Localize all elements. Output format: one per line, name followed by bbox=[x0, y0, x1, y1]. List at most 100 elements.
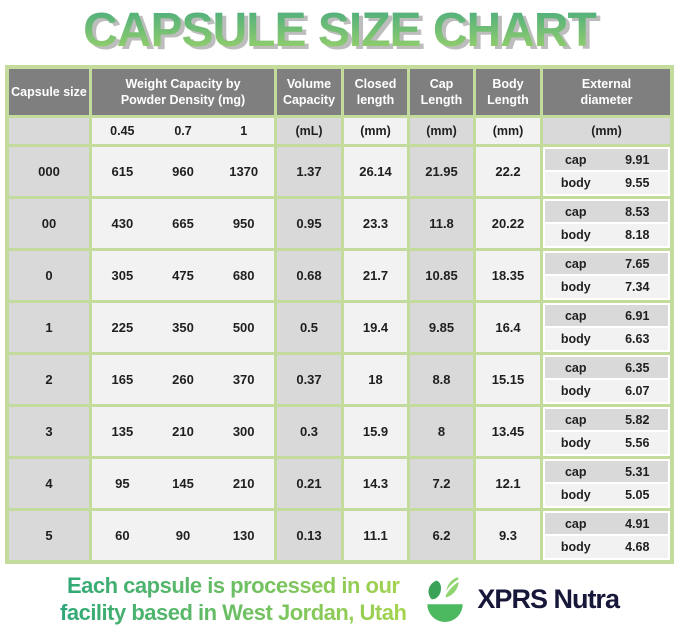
cell-volume-capacity: 1.37 bbox=[277, 146, 341, 196]
table-row: 5 60 90 130 0.13 11.1 6.2 9.3 cap 4.91 b… bbox=[9, 510, 670, 560]
external-cap-subrow: cap 8.53 bbox=[545, 200, 668, 223]
cell-volume-capacity: 0.3 bbox=[277, 406, 341, 456]
tagline-line1: Each capsule is processed in our bbox=[66, 573, 400, 599]
cap-label: cap bbox=[564, 204, 587, 219]
cell-weight-capacities: 615 960 1370 bbox=[92, 146, 274, 196]
header-body-length: Body Length bbox=[476, 68, 540, 115]
weight-at-1: 370 bbox=[232, 371, 255, 387]
cap-label: cap bbox=[564, 152, 587, 167]
density-045: 0.45 bbox=[110, 123, 135, 138]
table-row: 00 430 665 950 0.95 23.3 11.8 20.22 cap … bbox=[9, 198, 670, 248]
body-label: body bbox=[560, 384, 591, 398]
weight-at-07: 210 bbox=[172, 423, 194, 439]
unit-body-length: (mm) bbox=[476, 117, 540, 144]
body-label: body bbox=[560, 280, 591, 294]
external-body-subrow: body 9.55 bbox=[545, 172, 668, 194]
body-diameter-value: 8.18 bbox=[625, 228, 650, 242]
cell-cap-length: 8 bbox=[410, 406, 473, 456]
body-diameter-value: 5.05 bbox=[625, 488, 650, 502]
cell-external-diameter: cap 8.53 body 8.18 bbox=[543, 198, 670, 248]
cell-closed-length: 11.1 bbox=[344, 510, 407, 560]
unit-volume: (mL) bbox=[277, 117, 341, 144]
header-external-diameter: External diameter bbox=[543, 68, 670, 115]
cell-closed-length: 26.14 bbox=[344, 146, 407, 196]
cap-diameter-value: 8.53 bbox=[625, 204, 650, 219]
cell-weight-capacities: 60 90 130 bbox=[92, 510, 274, 560]
weight-at-1: 680 bbox=[232, 267, 255, 283]
cell-external-diameter: cap 7.65 body 7.34 bbox=[543, 250, 670, 300]
leaf-bowl-logo-icon bbox=[427, 576, 464, 622]
body-label: body bbox=[560, 228, 591, 242]
cell-cap-length: 7.2 bbox=[410, 458, 473, 508]
body-diameter-value: 6.63 bbox=[625, 332, 650, 346]
footer-tagline: Each capsule is processed in our facilit… bbox=[60, 573, 406, 626]
cell-volume-capacity: 0.68 bbox=[277, 250, 341, 300]
cell-volume-capacity: 0.37 bbox=[277, 354, 341, 404]
external-body-subrow: body 4.68 bbox=[545, 536, 668, 558]
cap-label: cap bbox=[564, 308, 587, 323]
unit-cap-length: (mm) bbox=[410, 117, 473, 144]
header-volume-capacity: Volume Capacity bbox=[277, 68, 341, 115]
cell-capsule-size: 4 bbox=[9, 458, 89, 508]
body-diameter-value: 5.56 bbox=[625, 436, 650, 450]
cell-capsule-size: 3 bbox=[9, 406, 89, 456]
weight-at-07: 90 bbox=[175, 527, 191, 543]
external-cap-subrow: cap 7.65 bbox=[545, 252, 668, 275]
cell-closed-length: 14.3 bbox=[344, 458, 407, 508]
cell-body-length: 22.2 bbox=[476, 146, 540, 196]
cell-capsule-size: 1 bbox=[9, 302, 89, 352]
cell-body-length: 20.22 bbox=[476, 198, 540, 248]
table-body: 000 615 960 1370 1.37 26.14 21.95 22.2 c… bbox=[9, 146, 670, 560]
external-cap-subrow: cap 4.91 bbox=[545, 512, 668, 535]
cell-body-length: 13.45 bbox=[476, 406, 540, 456]
cell-capsule-size: 000 bbox=[9, 146, 89, 196]
weight-at-045: 430 bbox=[111, 215, 134, 231]
weight-at-1: 500 bbox=[232, 319, 255, 335]
cap-diameter-value: 6.35 bbox=[625, 360, 650, 375]
cap-diameter-value: 7.65 bbox=[625, 256, 650, 271]
cell-external-diameter: cap 9.91 body 9.55 bbox=[543, 146, 670, 196]
cell-external-diameter: cap 5.82 body 5.56 bbox=[543, 406, 670, 456]
body-label: body bbox=[560, 176, 591, 190]
cap-label: cap bbox=[564, 256, 587, 271]
cell-weight-capacities: 225 350 500 bbox=[92, 302, 274, 352]
header-cap-length-label: Cap Length bbox=[420, 76, 463, 107]
cell-closed-length: 23.3 bbox=[344, 198, 407, 248]
page-title: CAPSULE SIZE CHART bbox=[0, 4, 679, 58]
cap-diameter-value: 5.82 bbox=[625, 412, 650, 427]
unit-external-diameter: (mm) bbox=[543, 117, 670, 144]
table-row: 1 225 350 500 0.5 19.4 9.85 16.4 cap 6.9… bbox=[9, 302, 670, 352]
cell-weight-capacities: 430 665 950 bbox=[92, 198, 274, 248]
body-label: body bbox=[560, 488, 591, 502]
brand-lockup: XPRS Nutra bbox=[418, 573, 620, 627]
cap-label: cap bbox=[564, 412, 587, 427]
header-body-length-label: Body Length bbox=[487, 76, 529, 107]
header-cap-length: Cap Length bbox=[410, 68, 473, 115]
weight-at-07: 665 bbox=[172, 215, 194, 231]
header-closed-length-label: Closed length bbox=[354, 76, 397, 107]
weight-at-1: 1370 bbox=[229, 163, 259, 179]
weight-at-07: 260 bbox=[172, 371, 194, 387]
cell-external-diameter: cap 6.35 body 6.07 bbox=[543, 354, 670, 404]
external-body-subrow: body 5.05 bbox=[545, 484, 668, 506]
body-diameter-value: 4.68 bbox=[625, 540, 650, 554]
brand-name: XPRS Nutra bbox=[477, 584, 620, 615]
external-body-subrow: body 8.18 bbox=[545, 224, 668, 246]
cell-cap-length: 6.2 bbox=[410, 510, 473, 560]
cell-external-diameter: cap 4.91 body 4.68 bbox=[543, 510, 670, 560]
cell-body-length: 16.4 bbox=[476, 302, 540, 352]
weight-at-07: 960 bbox=[172, 163, 194, 179]
external-body-subrow: body 5.56 bbox=[545, 432, 668, 454]
cell-weight-capacities: 165 260 370 bbox=[92, 354, 274, 404]
header-closed-length: Closed length bbox=[344, 68, 407, 115]
cell-closed-length: 18 bbox=[344, 354, 407, 404]
cap-diameter-value: 5.31 bbox=[625, 464, 650, 479]
cap-diameter-value: 9.91 bbox=[625, 152, 650, 167]
cap-diameter-value: 6.91 bbox=[625, 308, 650, 323]
header-volume-capacity-label: Volume Capacity bbox=[282, 76, 336, 107]
weight-at-1: 300 bbox=[232, 423, 255, 439]
external-cap-subrow: cap 5.31 bbox=[545, 460, 668, 483]
cell-capsule-size: 5 bbox=[9, 510, 89, 560]
body-label: body bbox=[560, 436, 591, 450]
unit-closed-length: (mm) bbox=[344, 117, 407, 144]
